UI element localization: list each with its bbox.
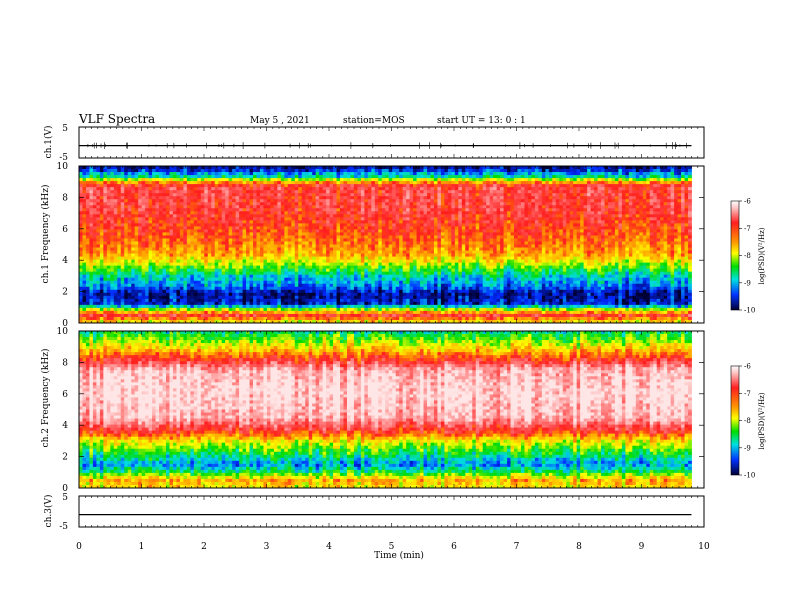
ch2-colorbar: -6 -7 -8 -9 -10 log(PSD)(V²/Hz) (731, 363, 766, 480)
frequency-tick-label: 10 (57, 162, 69, 172)
frequency-tick-label: 2 (62, 288, 68, 298)
ch3-waveform-ticks (79, 496, 704, 527)
ch2-colorbar-gradient (731, 366, 739, 475)
ch2-spectrogram-ylabel: ch.2 Frequency (kHz) (40, 349, 51, 448)
frequency-tick-label: 6 (62, 225, 68, 235)
colorbar-tick-label: -9 (744, 279, 751, 287)
ch1-spectrogram-image (79, 166, 692, 323)
x-tick-label: 0 (76, 542, 82, 552)
ch1-colorbar-ticks: -6 -7 -8 -9 -10 (739, 198, 755, 315)
ch1-colorbar: -6 -7 -8 -9 -10 log(PSD)(V²/Hz) (731, 198, 766, 315)
x-axis-label: Time (min) (374, 550, 424, 561)
frequency-tick-label: 6 (62, 390, 68, 400)
x-tick-label: 1 (139, 542, 145, 552)
ch3-waveform-ylabel: ch.3(V) (43, 495, 54, 528)
ch2-colorbar-ticks: -6 -7 -8 -9 -10 (739, 363, 755, 480)
header-start-ut: start UT = 13: 0 : 1 (437, 116, 526, 126)
ch1-colorbar-label: log(PSD)(V²/Hz) (758, 227, 766, 284)
ch3-waveform-frame (79, 496, 704, 527)
ch3-waveform-panel: 5 -5 ch.3(V) (43, 493, 704, 532)
frequency-tick-label: 4 (62, 256, 68, 266)
x-tick-label: 4 (326, 542, 332, 552)
colorbar-tick-label: -8 (744, 252, 751, 260)
figure-title: VLF Spectra (78, 112, 155, 126)
header-station: station=MOS (343, 116, 405, 126)
ch2-colorbar-label: log(PSD)(V²/Hz) (758, 392, 766, 449)
colorbar-tick-label: -8 (744, 417, 751, 425)
x-tick-label: 2 (201, 542, 207, 552)
ch1-waveform-frame (79, 127, 704, 158)
x-tick-label: 7 (514, 542, 520, 552)
x-tick-label: 9 (639, 542, 645, 552)
ch1-ytick-top: 5 (62, 124, 68, 134)
ch1-waveform-ylabel: ch.1(V) (43, 126, 54, 159)
frequency-tick-label: 8 (62, 358, 68, 368)
ch1-colorbar-gradient (731, 201, 739, 310)
colorbar-tick-label: -10 (744, 307, 755, 315)
x-tick-label: 6 (451, 542, 457, 552)
frequency-tick-label: 2 (62, 453, 68, 463)
colorbar-tick-label: -9 (744, 444, 751, 452)
ch1-waveform-ticks (79, 127, 704, 158)
ch2-spectrogram-image (79, 331, 692, 488)
frequency-tick-label: 4 (62, 421, 68, 431)
ch1-spectrogram-ylabel: ch.1 Frequency (kHz) (40, 185, 51, 284)
x-tick-label: 3 (264, 542, 270, 552)
vlf-spectra-figure: VLF Spectra May 5 , 2021 station=MOS sta… (0, 0, 792, 612)
ch3-ytick-bottom: -5 (59, 522, 68, 532)
frequency-tick-label: 10 (57, 327, 69, 337)
colorbar-tick-label: -7 (744, 390, 751, 398)
x-tick-label: 8 (576, 542, 582, 552)
x-tick-label: 10 (698, 542, 710, 552)
frequency-tick-label: 8 (62, 193, 68, 203)
ch3-ytick-top: 5 (62, 493, 68, 503)
colorbar-tick-label: -10 (744, 472, 755, 480)
colorbar-tick-label: -7 (744, 225, 751, 233)
header-date: May 5 , 2021 (250, 116, 310, 126)
colorbar-tick-label: -6 (744, 363, 751, 371)
colorbar-tick-label: -6 (744, 198, 751, 206)
ch1-waveform-panel: 5 -5 ch.1(V) (43, 124, 704, 163)
